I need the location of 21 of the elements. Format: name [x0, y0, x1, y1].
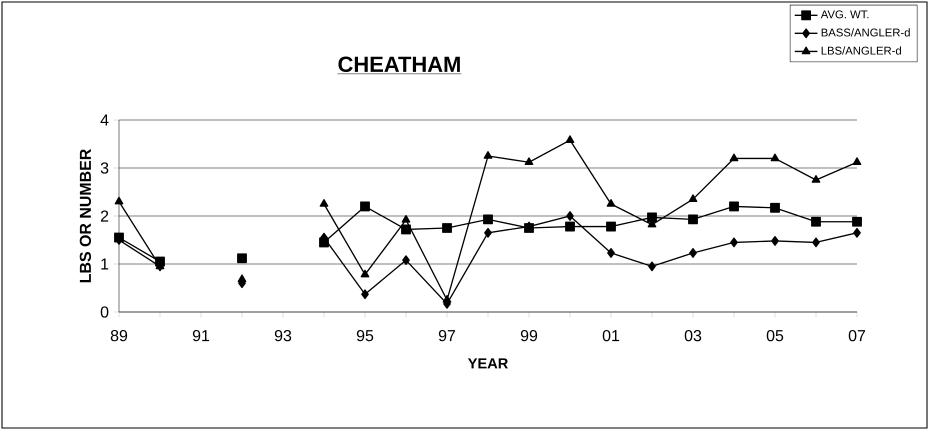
y-axis-title: LBS OR NUMBER [80, 149, 91, 282]
legend-label: LBS/ANGLER-d [822, 46, 901, 55]
x-tick-label: 01 [602, 330, 620, 342]
x-tick-label: 89 [110, 330, 128, 342]
x-tick-label: 99 [520, 330, 538, 342]
x-tick-label: 07 [848, 330, 866, 342]
x-tick-label: 95 [356, 330, 374, 342]
y-tick-label: 0 [100, 306, 108, 318]
legend-label: BASS/ANGLER-d [822, 28, 910, 37]
y-tick-label: 1 [101, 258, 108, 270]
x-tick-label: 93 [274, 330, 292, 342]
y-tick-label: 4 [100, 114, 109, 126]
chart-title: CHEATHAM [338, 56, 460, 72]
y-tick-label: 3 [100, 162, 108, 174]
x-axis-title: YEAR [468, 358, 508, 368]
legend-label: AVG. WT. [820, 10, 868, 18]
x-tick-label: 97 [438, 330, 456, 342]
x-tick-label: 91 [192, 330, 210, 342]
x-tick-label: 05 [766, 330, 784, 342]
x-tick-label: 03 [684, 330, 702, 342]
y-tick-label: 2 [100, 210, 108, 222]
